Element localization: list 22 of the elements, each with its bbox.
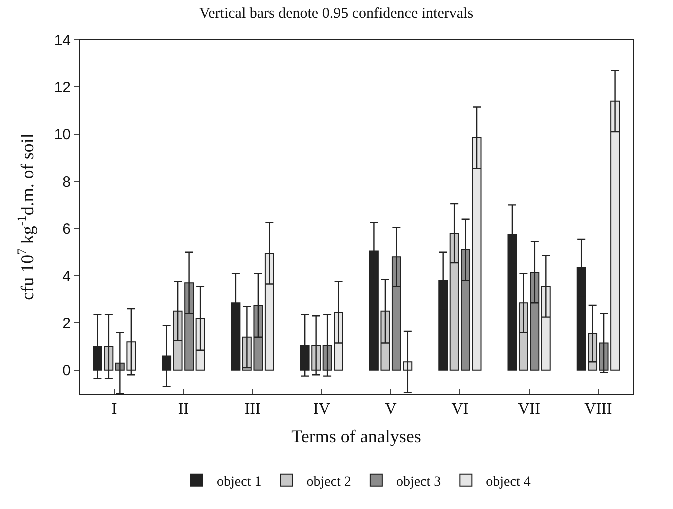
y-tick-label: 8: [62, 174, 71, 191]
y-tick-label: 12: [54, 79, 71, 96]
legend-label: object 4: [486, 474, 531, 490]
y-tick-label: 10: [54, 126, 71, 144]
y-tick-label: 4: [62, 268, 71, 286]
chart-title: Vertical bars denote 0.95 confidence intervals: [199, 6, 474, 22]
x-axis-title: Terms of analyses: [292, 426, 422, 446]
y-tick-label: 2: [62, 315, 71, 332]
y-tick-label: 14: [54, 32, 71, 50]
x-tick-label: IV: [313, 401, 331, 418]
x-tick-label: II: [178, 401, 190, 418]
x-tick-label: III: [244, 401, 261, 418]
x-tick-label: I: [112, 401, 118, 418]
legend-label: object 1: [217, 474, 262, 490]
legend-label: object 2: [306, 474, 352, 490]
x-tick-label: VIII: [584, 401, 612, 418]
x-tick-label: VI: [452, 401, 469, 418]
x-tick-label: V: [385, 401, 398, 418]
y-tick-label: 6: [62, 221, 71, 238]
x-tick-label: VII: [518, 401, 540, 418]
legend-label: object 3: [396, 474, 442, 490]
y-tick-label: 0: [62, 362, 71, 380]
